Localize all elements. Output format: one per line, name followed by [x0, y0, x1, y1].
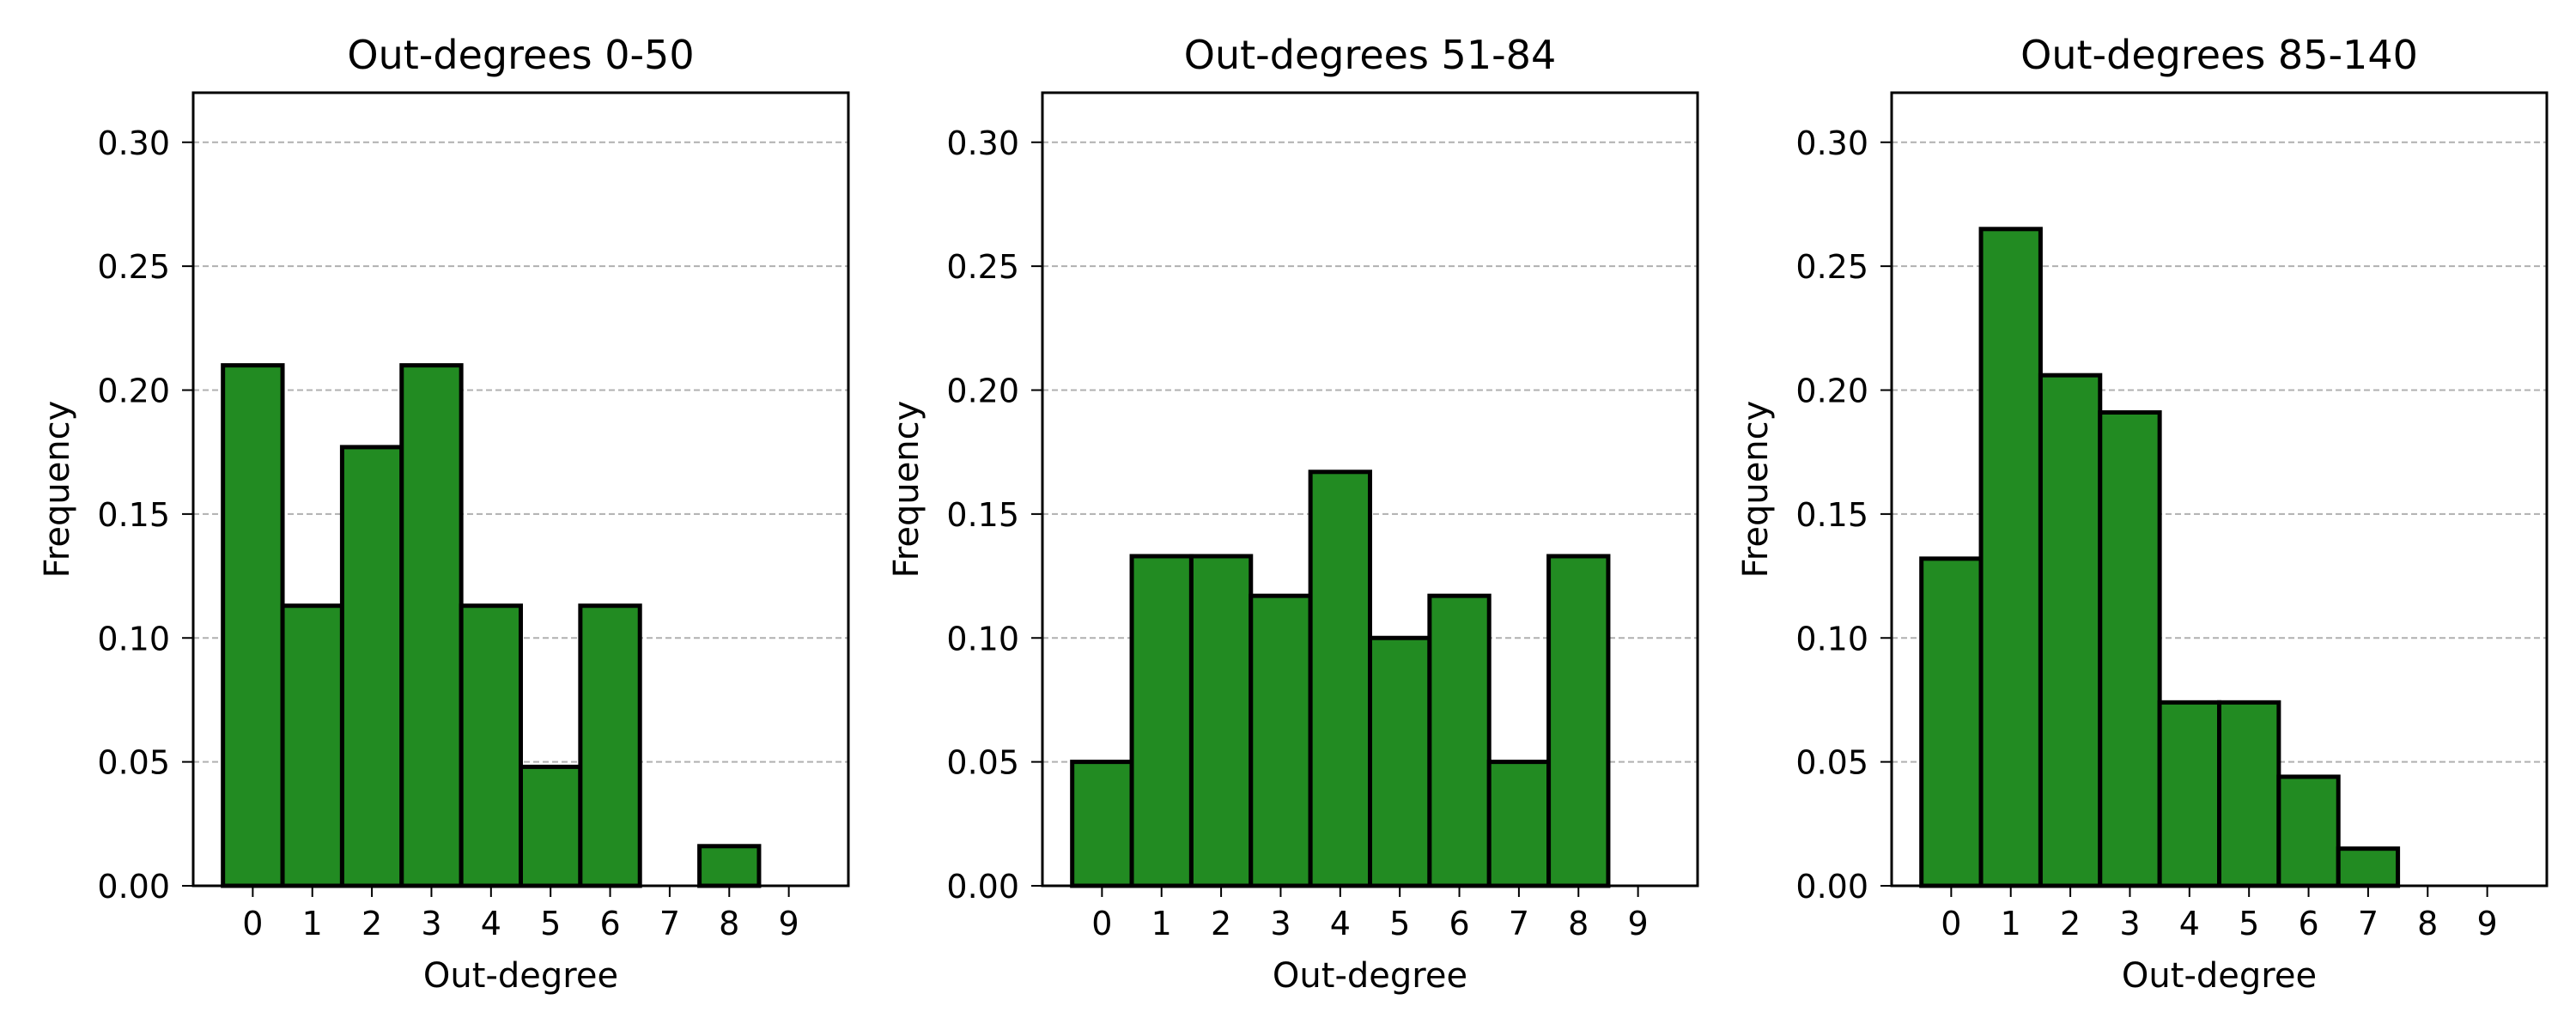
bar-outdegree-5	[2217, 700, 2281, 888]
x-axis-label: Out-degree	[423, 956, 618, 996]
x-tick-label: 4	[2179, 905, 2200, 942]
bar-outdegree-7	[2336, 846, 2401, 888]
y-tick-label: 0.15	[946, 496, 1019, 534]
bar-outdegree-4	[2157, 700, 2222, 888]
x-tick-label: 1	[1151, 905, 1172, 942]
y-tick-label: 0.10	[1795, 620, 1868, 657]
x-tick-label: 9	[2477, 905, 2498, 942]
axes-frame	[191, 91, 850, 888]
x-tick-label: 5	[540, 905, 561, 942]
bar-outdegree-4	[459, 603, 523, 888]
axes-frame	[1890, 91, 2549, 888]
y-tick-label: 0.05	[97, 744, 170, 782]
x-tick-label: 8	[719, 905, 739, 942]
x-tick-label: 0	[242, 905, 263, 942]
bar-outdegree-8	[697, 844, 762, 888]
y-tick-label: 0.20	[946, 373, 1019, 410]
bar-outdegree-6	[1427, 593, 1492, 888]
x-tick-label: 6	[599, 905, 620, 942]
bar-outdegree-1	[1129, 554, 1194, 888]
x-tick-label: 3	[1270, 905, 1291, 942]
x-tick-label: 5	[1389, 905, 1410, 942]
x-tick-label: 7	[1509, 905, 1529, 942]
x-tick-label: 1	[2001, 905, 2021, 942]
bar-outdegree-6	[578, 603, 642, 888]
y-tick-label: 0.30	[97, 124, 170, 162]
x-axis-label: Out-degree	[1273, 956, 1467, 996]
y-tick-label: 0.30	[1795, 124, 1868, 162]
bar-outdegree-0	[1070, 760, 1134, 888]
y-tick-label: 0.10	[946, 620, 1019, 657]
y-tick-label: 0.15	[97, 496, 170, 534]
y-tick-label: 0.20	[97, 373, 170, 410]
y-axis-label: Frequency	[887, 401, 927, 579]
y-tick-label: 0.20	[1795, 373, 1868, 410]
x-tick-label: 3	[421, 905, 441, 942]
x-tick-label: 6	[2298, 905, 2318, 942]
x-tick-label: 3	[2119, 905, 2140, 942]
chart-title: Out-degrees 0-50	[347, 32, 694, 78]
y-tick-label: 0.05	[1795, 744, 1868, 782]
y-axis-label: Frequency	[1736, 401, 1776, 579]
y-tick-label: 0.30	[946, 124, 1019, 162]
histogram-panel-1: 0.00 0.05 0.10 0.15 0.20 0.25 0.30 0 1 2 3 4 5 6 7 8 9 Ou…	[38, 32, 850, 996]
bar-outdegree-5	[1368, 635, 1432, 888]
bar-outdegree-1	[280, 603, 344, 888]
bar-outdegree-4	[1308, 470, 1372, 888]
x-tick-label: 0	[1941, 905, 1961, 942]
x-tick-label: 6	[1449, 905, 1469, 942]
x-tick-label: 4	[481, 905, 501, 942]
y-tick-label: 0.00	[946, 868, 1019, 906]
bar-outdegree-0	[221, 363, 285, 888]
bar-outdegree-6	[2276, 774, 2341, 888]
y-tick-label: 0.05	[946, 744, 1019, 782]
x-tick-label: 0	[1091, 905, 1112, 942]
bar-outdegree-3	[399, 363, 464, 888]
y-tick-label: 0.00	[97, 868, 170, 906]
x-tick-label: 7	[2358, 905, 2379, 942]
x-tick-label: 2	[361, 905, 382, 942]
bar-outdegree-2	[2038, 373, 2103, 888]
x-tick-label: 8	[1568, 905, 1589, 942]
x-tick-label: 2	[1211, 905, 1231, 942]
histogram-panel-3: 0.00 0.05 0.10 0.15 0.20 0.25 0.30 0 1 2 3 4 5 6 7 8 9 Ou…	[1736, 32, 2549, 996]
x-tick-label: 4	[1330, 905, 1351, 942]
bar-outdegree-3	[2098, 409, 2162, 888]
y-axis-label: Frequency	[38, 401, 77, 579]
bar-outdegree-3	[1249, 593, 1313, 888]
x-tick-label: 7	[659, 905, 680, 942]
y-tick-label: 0.15	[1795, 496, 1868, 534]
x-tick-label: 5	[2239, 905, 2259, 942]
bar-outdegree-8	[1546, 554, 1611, 888]
bar-outdegree-0	[1919, 556, 1984, 888]
bar-outdegree-1	[1978, 227, 2043, 888]
y-tick-label: 0.10	[97, 620, 170, 657]
x-axis-label: Out-degree	[2122, 956, 2317, 996]
x-tick-label: 8	[2417, 905, 2438, 942]
x-tick-label: 9	[1628, 905, 1649, 942]
histogram-panel-2: 0.00 0.05 0.10 0.15 0.20 0.25 0.30 0 1 2 3 4 5 6 7 8 9 Ou…	[887, 32, 1699, 996]
x-tick-label: 9	[779, 905, 799, 942]
x-tick-label: 2	[2060, 905, 2081, 942]
y-tick-label: 0.25	[97, 248, 170, 286]
bar-outdegree-5	[519, 764, 583, 888]
y-tick-label: 0.25	[1795, 248, 1868, 286]
bar-outdegree-2	[1188, 554, 1254, 888]
axes-frame	[1041, 91, 1699, 888]
bar-outdegree-2	[339, 445, 404, 888]
y-tick-label: 0.25	[946, 248, 1019, 286]
y-tick-label: 0.00	[1795, 868, 1868, 906]
x-tick-label: 1	[302, 905, 323, 942]
chart-title: Out-degrees 85-140	[2020, 32, 2418, 78]
bar-outdegree-7	[1486, 760, 1552, 888]
chart-title: Out-degrees 51-84	[1184, 32, 1556, 78]
